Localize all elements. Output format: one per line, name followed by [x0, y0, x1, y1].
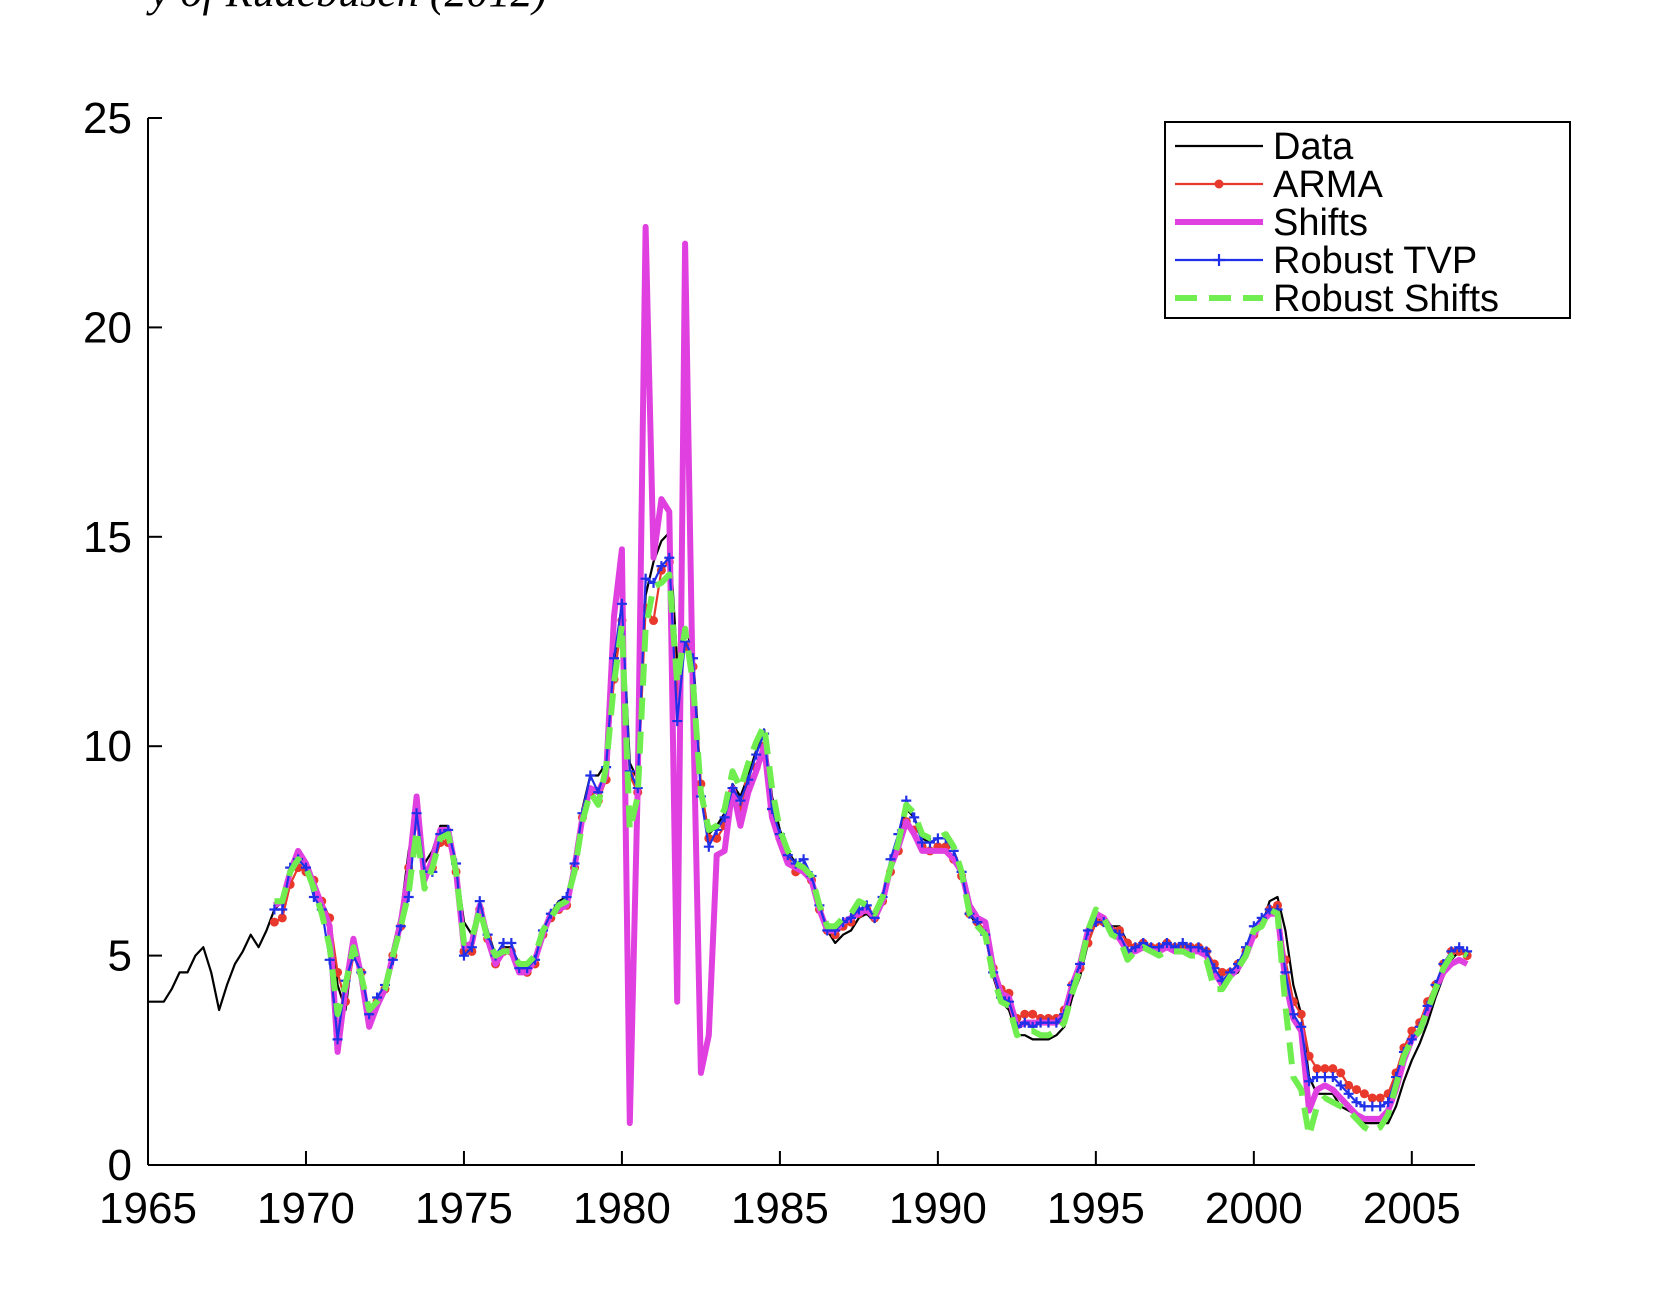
arma-point: [1028, 1009, 1038, 1019]
arma-point: [1367, 1093, 1377, 1103]
x-tick-label: 1995: [1047, 1184, 1145, 1233]
robust-tvp-point: [1193, 942, 1204, 953]
arma-point: [269, 917, 279, 927]
series-layer: [148, 223, 1473, 1139]
robust-tvp-point: [727, 783, 738, 794]
robust-tvp-point: [1051, 1017, 1062, 1028]
arma-point: [1020, 1009, 1030, 1019]
robust-tvp-point: [458, 950, 469, 961]
robust-tvp-point: [972, 917, 983, 928]
robust-tvp-point: [1019, 1017, 1030, 1028]
robust-tvp-point: [1304, 1076, 1315, 1087]
legend-label-arma: ARMA: [1273, 164, 1383, 206]
robust-tvp-point: [403, 891, 414, 902]
robust-tvp-point: [845, 912, 856, 923]
robust-tvp-point: [1161, 938, 1172, 949]
y-tick-label: 0: [108, 1141, 132, 1190]
robust-tvp-point: [1296, 1021, 1307, 1032]
robust-tvp-point: [300, 862, 311, 873]
robust-tvp-point: [1201, 946, 1212, 957]
robust-tvp-point: [277, 904, 288, 915]
robust-tvp-point: [909, 812, 920, 823]
robust-tvp-point: [656, 561, 667, 572]
robust-tvp-point: [1335, 1080, 1346, 1091]
legend-marker-robust-tvp: [1213, 254, 1225, 266]
robust-tvp-point: [1177, 938, 1188, 949]
series-robust-shifts: [274, 571, 1469, 1139]
arma-point: [1344, 1080, 1354, 1090]
robust-tvp-point: [735, 795, 746, 806]
robust-tvp-point: [1154, 942, 1165, 953]
legend-marker-arma: [1214, 179, 1224, 189]
robust-tvp-point: [664, 552, 675, 563]
robust-tvp-point: [798, 854, 809, 865]
legend-label-robust-tvp: Robust TVP: [1273, 240, 1477, 282]
y-tick-label: 20: [83, 303, 132, 352]
arma-point: [649, 616, 659, 626]
arma-point: [1320, 1064, 1330, 1074]
robust-tvp-point: [751, 749, 762, 760]
top-caption: y of Rudebusch (2012): [150, 0, 547, 17]
robust-tvp-point: [616, 598, 627, 609]
arma-point: [1328, 1064, 1338, 1074]
legend-label-shifts: Shifts: [1273, 202, 1368, 244]
robust-tvp-point: [1383, 1097, 1394, 1108]
arma-point: [1336, 1068, 1346, 1078]
robust-tvp-point: [411, 808, 422, 819]
x-tick-label: 1970: [257, 1184, 355, 1233]
x-tick-label: 1990: [889, 1184, 987, 1233]
series-line-data: [148, 531, 1468, 1125]
robust-tvp-point: [1375, 1101, 1386, 1112]
y-tick-label: 25: [83, 94, 132, 143]
axes: 0 5 10 15 20 25 1965 1970 1975 1980 1985 1990 1995 20…: [83, 94, 1475, 1233]
arma-point: [1217, 967, 1227, 977]
robust-tvp-point: [585, 770, 596, 781]
series-line-robust-tvp: [274, 556, 1468, 1108]
y-tick-label: 10: [83, 722, 132, 771]
robust-tvp-point: [1343, 1088, 1354, 1099]
robust-tvp-point: [1351, 1097, 1362, 1108]
arma-point: [1359, 1089, 1369, 1099]
robust-tvp-point: [1288, 1009, 1299, 1020]
robust-tvp-point: [1406, 1034, 1417, 1045]
arma-point: [1375, 1093, 1385, 1103]
series-data: [148, 531, 1468, 1125]
x-tick-label: 1985: [731, 1184, 829, 1233]
x-tick-label: 2005: [1363, 1184, 1461, 1233]
robust-tvp-point: [719, 812, 730, 823]
x-tick-label: 1975: [415, 1184, 513, 1233]
robust-tvp-point: [1327, 1072, 1338, 1083]
robust-tvp-point: [466, 942, 477, 953]
arma-point: [1352, 1085, 1362, 1095]
x-tick-label: 1965: [99, 1184, 197, 1233]
robust-tvp-point: [332, 1034, 343, 1045]
y-tick-label: 5: [108, 932, 132, 981]
legend-label-data: Data: [1273, 126, 1354, 168]
robust-tvp-point: [703, 841, 714, 852]
robust-tvp-point: [672, 716, 683, 727]
robust-tvp-point: [506, 938, 517, 949]
robust-tvp-point: [1130, 942, 1141, 953]
robust-tvp-point: [1454, 942, 1465, 953]
arma-point: [277, 913, 287, 923]
y-tick-label: 15: [83, 513, 132, 562]
arma-point: [1312, 1064, 1322, 1074]
robust-tvp-point: [640, 573, 651, 584]
robust-tvp-point: [308, 891, 319, 902]
x-tick-label: 2000: [1205, 1184, 1303, 1233]
x-tick-label: 1980: [573, 1184, 671, 1233]
robust-tvp-point: [474, 896, 485, 907]
legend-label-robust-shifts: Robust Shifts: [1273, 278, 1499, 320]
series-line-robust-shifts: [274, 571, 1469, 1139]
arma-point: [1296, 1009, 1306, 1019]
robust-tvp-point: [569, 858, 580, 869]
